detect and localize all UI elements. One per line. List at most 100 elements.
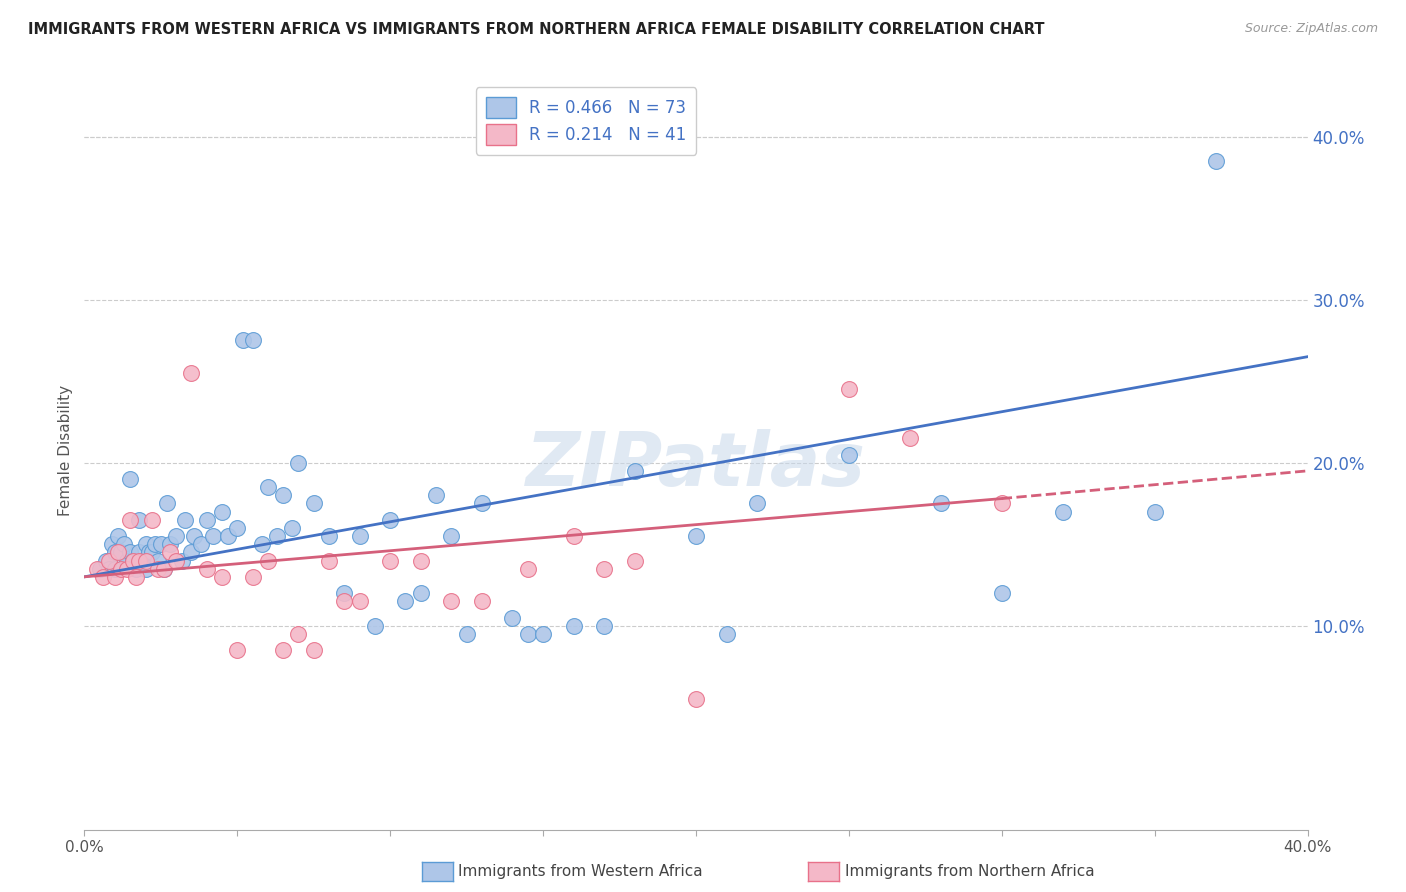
Point: [115, 562, 138, 576]
Point: [211, 570, 233, 584]
Point: [250, 537, 273, 551]
Point: [135, 537, 157, 551]
Point: [531, 627, 554, 641]
Point: [516, 562, 538, 576]
Point: [183, 529, 205, 543]
Point: [516, 627, 538, 641]
Point: [94, 553, 117, 567]
Point: [91, 570, 114, 584]
Point: [143, 537, 166, 551]
Point: [440, 529, 463, 543]
Point: [991, 496, 1014, 510]
Point: [1205, 154, 1227, 169]
Point: [107, 529, 129, 543]
Point: [226, 521, 249, 535]
Point: [593, 619, 616, 633]
Point: [104, 562, 127, 576]
Point: [471, 496, 494, 510]
Point: [180, 366, 202, 380]
Point: [135, 553, 157, 567]
Point: [242, 334, 264, 348]
Point: [120, 545, 142, 559]
Point: [271, 488, 294, 502]
Point: [211, 505, 233, 519]
Point: [991, 586, 1014, 600]
Point: [97, 553, 120, 567]
Point: [302, 643, 325, 657]
Point: [89, 562, 111, 576]
Point: [165, 529, 187, 543]
Point: [898, 431, 921, 445]
Point: [226, 643, 249, 657]
Point: [409, 553, 432, 567]
Point: [562, 529, 585, 543]
Point: [107, 545, 129, 559]
Point: [138, 545, 160, 559]
Point: [195, 562, 218, 576]
Text: IMMIGRANTS FROM WESTERN AFRICA VS IMMIGRANTS FROM NORTHERN AFRICA FEMALE DISABIL: IMMIGRANTS FROM WESTERN AFRICA VS IMMIGR…: [28, 22, 1045, 37]
Point: [97, 562, 120, 576]
Text: ZIPatlas: ZIPatlas: [526, 429, 866, 502]
Point: [394, 594, 416, 608]
Point: [257, 553, 280, 567]
Y-axis label: Female Disability: Female Disability: [58, 384, 73, 516]
Point: [1052, 505, 1074, 519]
Point: [440, 594, 463, 608]
Point: [149, 537, 172, 551]
Point: [174, 513, 197, 527]
Point: [281, 521, 304, 535]
Point: [716, 627, 738, 641]
Point: [624, 553, 647, 567]
Point: [125, 562, 148, 576]
Point: [380, 513, 402, 527]
Point: [257, 480, 280, 494]
Point: [562, 619, 585, 633]
Point: [349, 529, 371, 543]
Point: [146, 553, 169, 567]
Point: [131, 553, 153, 567]
Legend: R = 0.466   N = 73, R = 0.214   N = 41: R = 0.466 N = 73, R = 0.214 N = 41: [475, 87, 696, 154]
Point: [838, 448, 860, 462]
Point: [112, 537, 135, 551]
Point: [159, 537, 181, 551]
Point: [172, 553, 194, 567]
Point: [128, 545, 150, 559]
Point: [201, 529, 224, 543]
Point: [232, 334, 254, 348]
Point: [380, 553, 402, 567]
Point: [135, 562, 157, 576]
Point: [153, 562, 176, 576]
Point: [125, 570, 148, 584]
Text: Source: ZipAtlas.com: Source: ZipAtlas.com: [1244, 22, 1378, 36]
Point: [287, 456, 309, 470]
Point: [120, 513, 142, 527]
Text: Immigrants from Northern Africa: Immigrants from Northern Africa: [845, 864, 1095, 879]
Point: [318, 553, 340, 567]
Point: [104, 570, 127, 584]
Point: [217, 529, 239, 543]
Point: [128, 553, 150, 567]
Point: [146, 562, 169, 576]
Point: [110, 545, 132, 559]
Point: [349, 594, 371, 608]
Point: [156, 496, 179, 510]
Point: [425, 488, 447, 502]
Point: [471, 594, 494, 608]
Point: [593, 562, 616, 576]
Point: [333, 586, 356, 600]
Point: [685, 529, 707, 543]
Point: [141, 513, 163, 527]
Point: [122, 553, 145, 567]
Text: Immigrants from Western Africa: Immigrants from Western Africa: [458, 864, 703, 879]
Point: [120, 472, 142, 486]
Point: [1143, 505, 1166, 519]
Point: [242, 570, 264, 584]
Point: [128, 513, 150, 527]
Point: [685, 692, 707, 706]
Point: [502, 610, 524, 624]
Point: [115, 553, 138, 567]
Point: [266, 529, 288, 543]
Point: [195, 513, 218, 527]
Point: [141, 545, 163, 559]
Point: [364, 619, 387, 633]
